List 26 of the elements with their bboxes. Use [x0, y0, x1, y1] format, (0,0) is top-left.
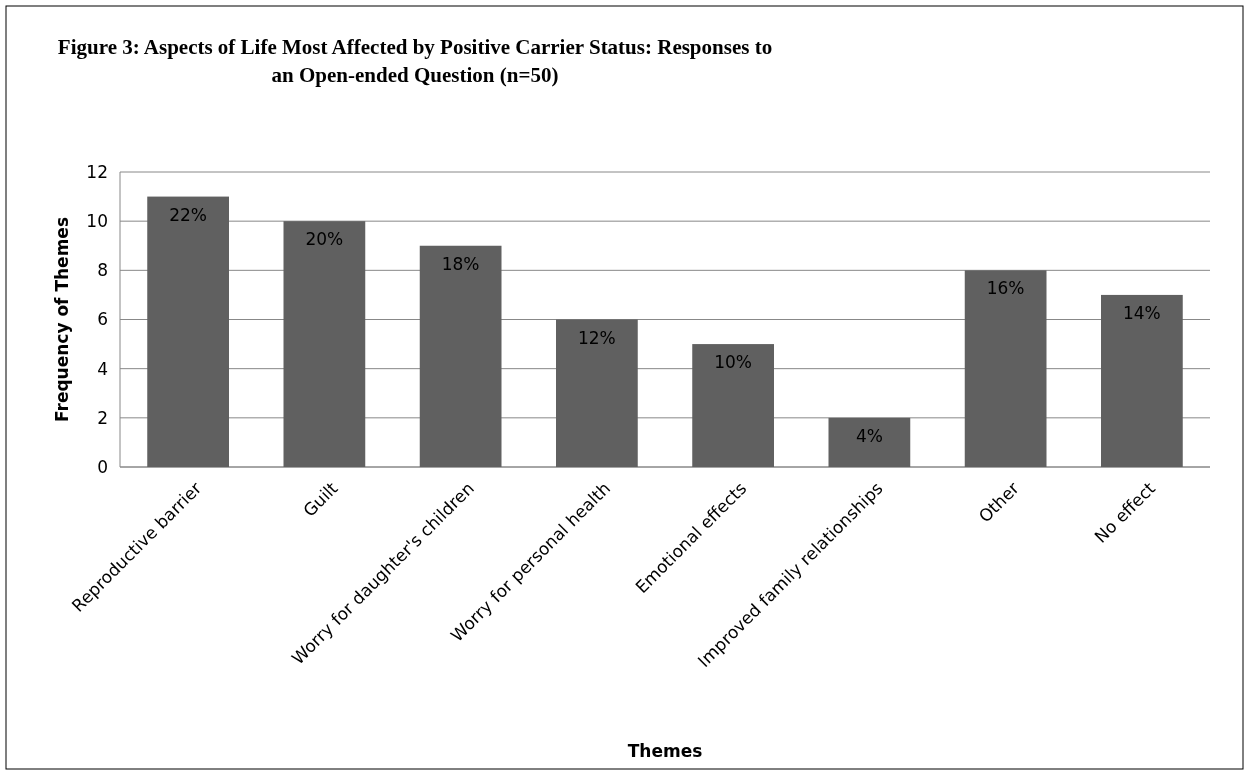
- annotation: 22%: [169, 204, 208, 225]
- bar: [964, 270, 1047, 467]
- bar: [283, 221, 366, 467]
- chart-title: Figure 3: Aspects of Life Most Affected by Positive Carrier Status: Responses to an Open-ended Question (n=50): [57, 35, 773, 87]
- y-tick-label: 6: [97, 309, 108, 330]
- annotation: 20%: [305, 229, 344, 250]
- y-tick-label: 10: [86, 211, 108, 232]
- x-axis-title: Themes: [627, 741, 703, 761]
- bar: [419, 245, 502, 467]
- bar: [828, 417, 911, 467]
- annotation: 10%: [714, 352, 753, 373]
- bar: [1101, 294, 1183, 467]
- bar: [692, 344, 774, 467]
- annotation: 14%: [1122, 302, 1161, 323]
- y-tick-label: 4: [97, 358, 108, 379]
- bar: [556, 319, 638, 467]
- y-tick-label: 8: [97, 260, 108, 281]
- bar: [147, 196, 229, 467]
- annotation: 12%: [577, 327, 616, 348]
- annotation: 4%: [855, 425, 883, 446]
- annotation: 18%: [441, 253, 480, 274]
- y-tick-label: 12: [86, 161, 108, 182]
- y-axis-title: Frequency of Themes: [52, 216, 72, 423]
- annotation: 16%: [986, 278, 1025, 299]
- y-tick-label: 2: [97, 407, 108, 428]
- y-tick-label: 0: [97, 456, 108, 477]
